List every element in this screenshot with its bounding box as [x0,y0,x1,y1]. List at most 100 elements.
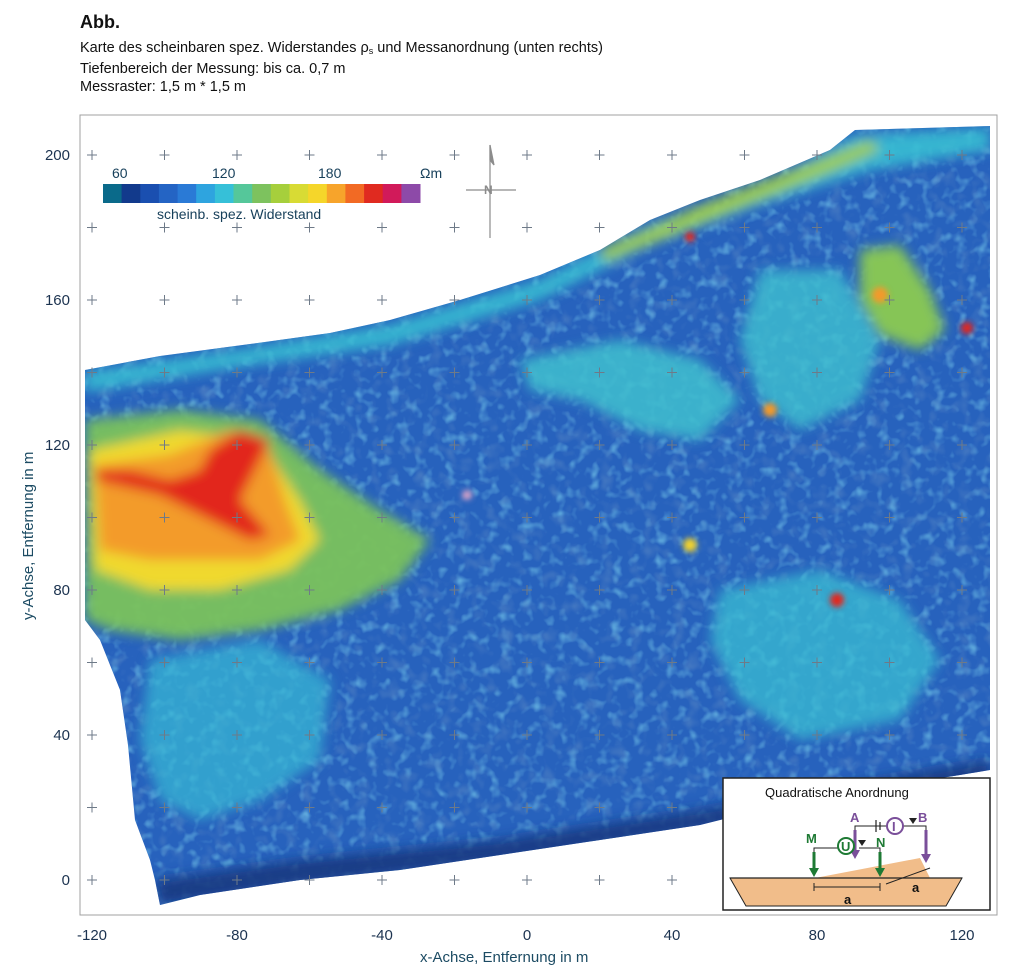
grid-cross [87,875,97,885]
grid-cross [884,585,895,595]
grid-cross [377,222,387,233]
grid-cross [232,875,242,885]
caption-line-2: Tiefenbereich der Messung: bis ca. 0,7 m [80,61,346,77]
y-tick-label: 80 [53,582,70,599]
legend-caption: scheinb. spez. Widerstand [157,206,321,222]
grid-cross [957,150,967,160]
x-axis-label: x-Achse, Entfernung in m [420,949,588,966]
grid-cross [377,802,387,813]
grid-cross [377,295,387,305]
x-axis-ticks: -120 -80 -40 0 40 80 120 [77,927,975,944]
color-legend: 60 120 180 Ωm scheinb. spez. Widerstand [103,165,442,222]
grid-cross [159,440,170,450]
caption-line-3: Messraster: 1,5 m * 1,5 m [80,79,246,95]
grid-cross [594,367,605,378]
grid-cross [739,367,750,378]
legend-swatch [345,184,365,203]
anomaly-spot [763,403,777,417]
grid-cross [377,730,387,740]
grid-cross [812,730,822,740]
grid-cross [812,367,822,378]
grid-cross [449,512,460,523]
grid-cross [884,367,895,378]
grid-cross [957,295,967,305]
grid-cross [594,150,605,160]
ammeter-symbol: I [892,819,896,834]
figure-heading: Abb. [80,12,120,32]
grid-cross [667,150,677,160]
electrode-inset: Quadratische Anordnung U I M N A B a a [722,777,991,911]
grid-cross [232,440,242,450]
voltmeter-icon [837,837,855,855]
legend-swatch [196,184,216,203]
grid-cross [884,222,895,233]
grid-cross [812,295,822,305]
svg-text:N: N [484,183,493,197]
grid-cross [449,802,460,813]
north-edge-warm [600,140,880,262]
grid-cross [594,730,605,740]
grid-cross [304,657,315,668]
x-tick-label: -40 [371,927,393,944]
spacing-label: a [912,880,920,895]
grid-cross [594,295,605,305]
grid-cross [884,657,895,668]
grid-cross [739,222,750,233]
grid-cross [884,150,895,160]
grid-cross [159,150,170,160]
electrode-a-label: A [850,810,860,825]
grid-cross [87,150,97,160]
grid-cross [304,730,315,740]
grid-cross [304,440,315,450]
electrode-n-label: N [876,835,885,850]
grid-cross [594,440,605,450]
legend-tick-120: 120 [212,165,236,181]
legend-swatch [252,184,272,203]
grid-cross [667,222,677,233]
grid-cross [159,585,170,595]
electrode-n-tip [875,868,885,877]
grid-cross [667,730,677,740]
grid-cross [812,512,822,523]
anomaly-spot [961,322,973,334]
grid-cross [449,440,460,450]
grid-cross [232,512,242,523]
electrode-b-tip [921,854,931,863]
east-cyan-zone [740,270,880,430]
x-tick-label: 120 [949,927,974,944]
grid-cross [522,150,532,160]
grid-cross [957,585,967,595]
rho-subscript: s [368,46,374,56]
grid-cross [87,367,97,378]
grid-cross [159,657,170,668]
voltmeter-symbol: U [841,839,850,854]
grid-cross [159,802,170,813]
grid-cross [594,875,605,885]
x-tick-label: 0 [523,927,531,944]
grid-cross [812,440,822,450]
grid-cross [957,440,967,450]
legend-swatch [158,184,178,203]
grid-cross [159,875,170,885]
y-tick-label: 160 [45,292,70,309]
grid-cross [812,585,822,595]
y-axis-label: y-Achse, Entfernung in m [20,452,37,620]
grid-cross [377,875,387,885]
grid-cross [232,730,242,740]
grid-cross [957,512,967,523]
legend-tick-60: 60 [112,165,128,181]
grid-cross [667,295,677,305]
grid-cross [522,802,532,813]
grid-cross [739,295,750,305]
battery-icon [875,820,881,832]
grid-cross [232,295,242,305]
grid-cross [87,657,97,668]
grid-cross [522,875,532,885]
y-axis-ticks: 200 160 120 80 40 0 [45,147,70,889]
legend-swatch [214,184,234,203]
electrode-a-tip [850,850,860,859]
grid-cross [304,367,315,378]
grid-cross [957,222,967,233]
grid-cross [594,512,605,523]
